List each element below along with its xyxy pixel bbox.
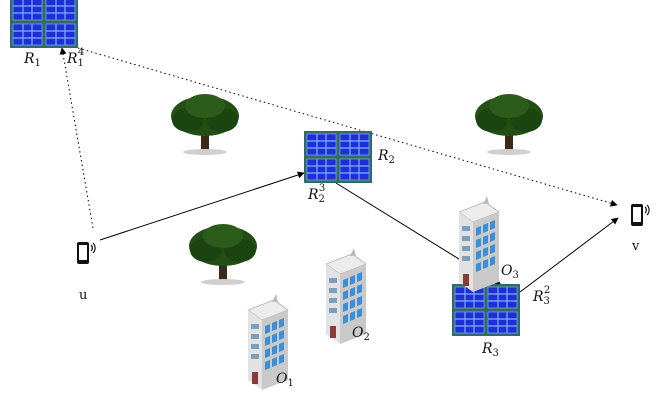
link-u-r2 — [99, 171, 305, 241]
link-u-r1 — [59, 47, 94, 229]
label-o1: O1 — [276, 371, 294, 389]
label-r3-2: R32 — [532, 285, 550, 307]
building-icon — [458, 195, 500, 293]
label-r1: R1 — [23, 51, 41, 69]
label-r3: R3 — [481, 341, 499, 359]
tree-icon — [169, 92, 241, 157]
label-o2: O2 — [352, 325, 370, 343]
label-v: v — [631, 239, 640, 254]
tree-icon — [187, 222, 259, 287]
label-u: u — [79, 288, 87, 303]
ris-panel-icon — [9, 0, 79, 49]
ris-panel-icon — [451, 283, 521, 337]
tree-icon — [473, 92, 545, 157]
label-r1-4: R14 — [66, 47, 84, 69]
link-r3-v — [519, 217, 619, 293]
ris-panel-icon — [303, 130, 373, 184]
phone-icon — [630, 203, 650, 227]
phone-icon — [76, 241, 96, 265]
label-o3: O3 — [501, 263, 519, 281]
label-r2-3: R23 — [307, 183, 325, 205]
label-r2: R2 — [377, 148, 395, 166]
